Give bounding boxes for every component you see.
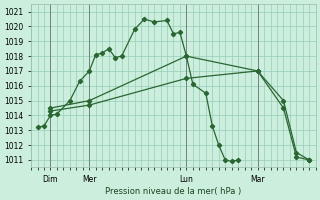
X-axis label: Pression niveau de la mer( hPa ): Pression niveau de la mer( hPa ) (105, 187, 242, 196)
